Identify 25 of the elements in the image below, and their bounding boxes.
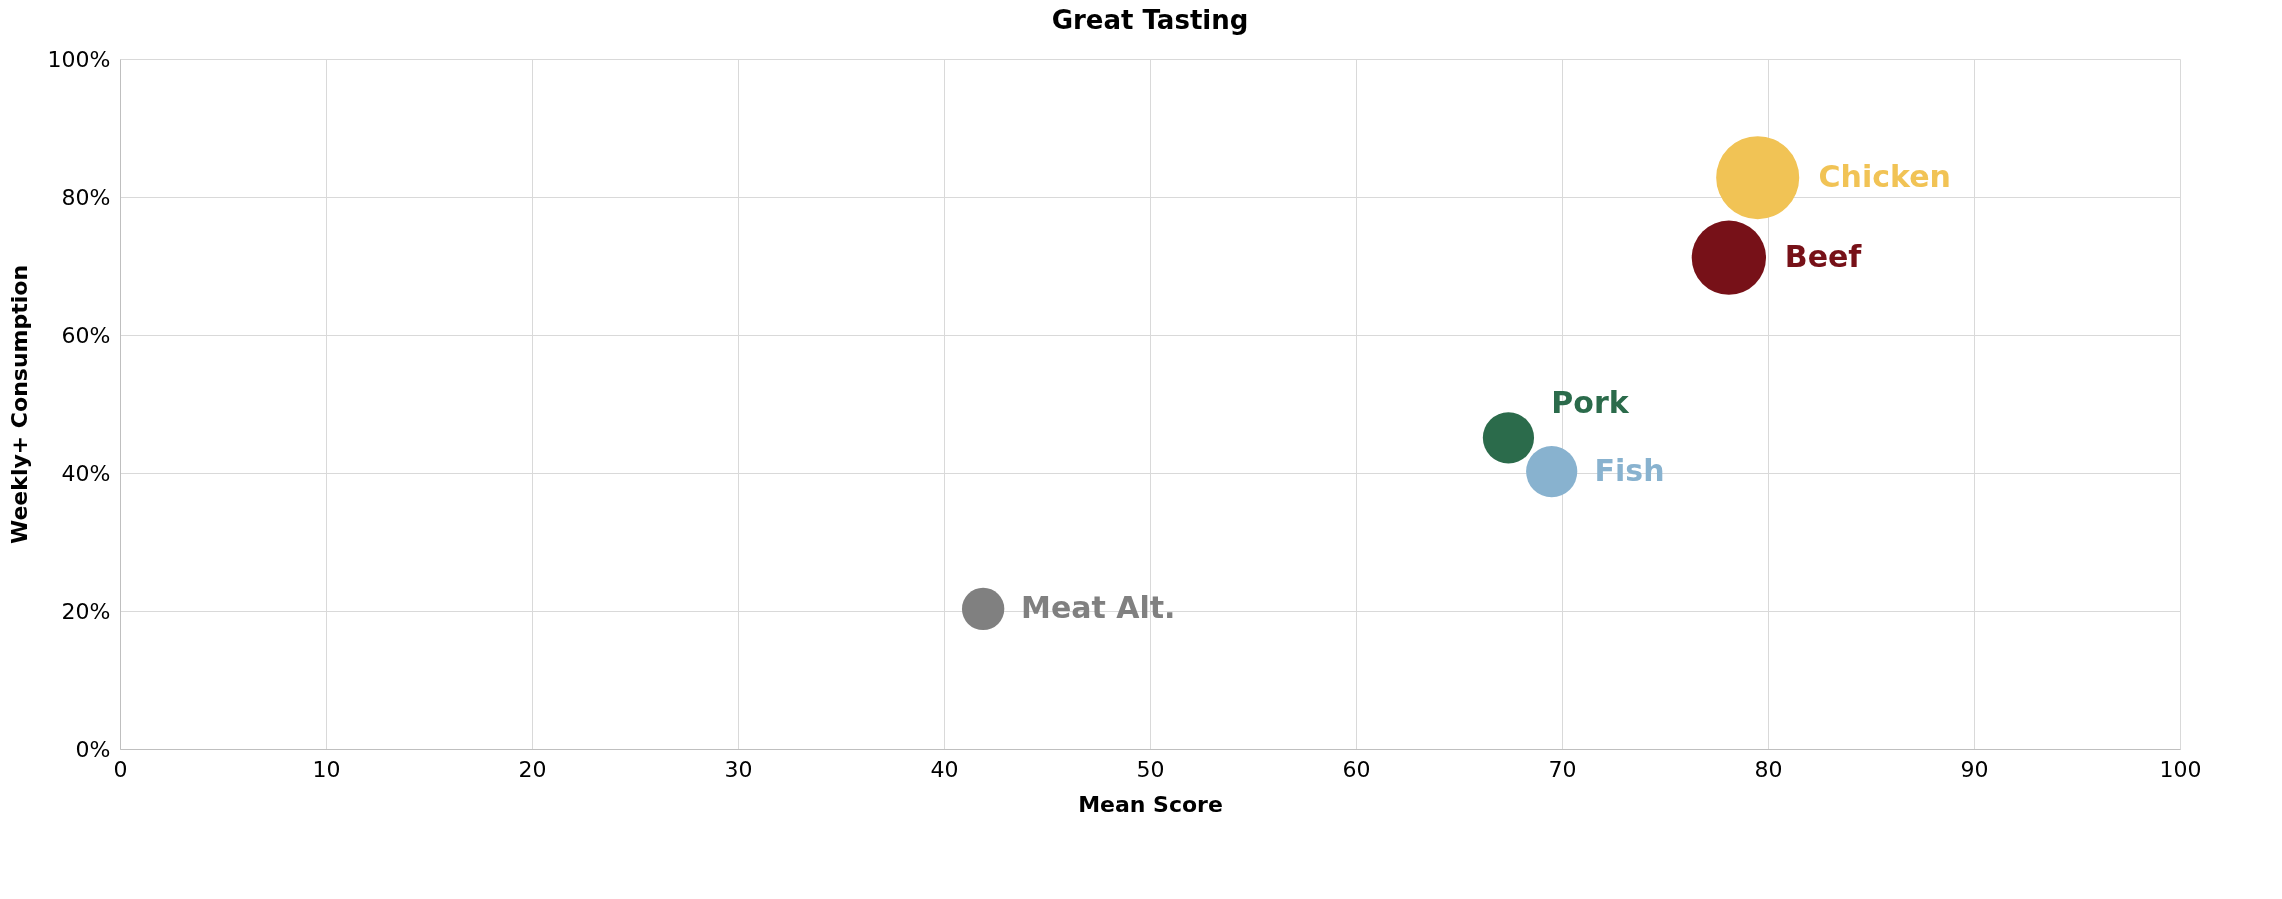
x-tick-label: 40 <box>930 756 959 782</box>
y-axis-title: Weekly+ Consumption <box>6 264 32 545</box>
x-tick-label: 80 <box>1754 756 1783 782</box>
x-tick-label: 60 <box>1342 756 1371 782</box>
x-tick-label: 70 <box>1548 756 1577 782</box>
y-tick-label: 100% <box>47 46 111 72</box>
y-tick-label: 60% <box>61 322 111 348</box>
series-label: Fish <box>1594 452 1665 488</box>
x-tick-label: 20 <box>518 756 547 782</box>
x-tick-label: 90 <box>1960 756 1989 782</box>
y-tick-label: 20% <box>61 598 111 624</box>
y-tick-label: 0% <box>75 736 111 762</box>
x-tick-label: 30 <box>724 756 753 782</box>
series-label: Beef <box>1784 238 1863 274</box>
series-label: Pork <box>1551 384 1630 420</box>
x-axis-title: Mean Score <box>1078 791 1223 817</box>
x-tick-label: 50 <box>1136 756 1165 782</box>
x-tick-label: 0 <box>113 756 128 782</box>
x-tick-label: 100 <box>2159 756 2202 782</box>
x-tick-label: 10 <box>312 756 341 782</box>
series-label: Meat Alt. <box>1021 589 1176 625</box>
chart-title: Great Tasting <box>1051 5 1249 35</box>
series-label: Chicken <box>1818 158 1951 194</box>
y-tick-label: 80% <box>61 184 111 210</box>
y-tick-label: 40% <box>61 460 111 486</box>
